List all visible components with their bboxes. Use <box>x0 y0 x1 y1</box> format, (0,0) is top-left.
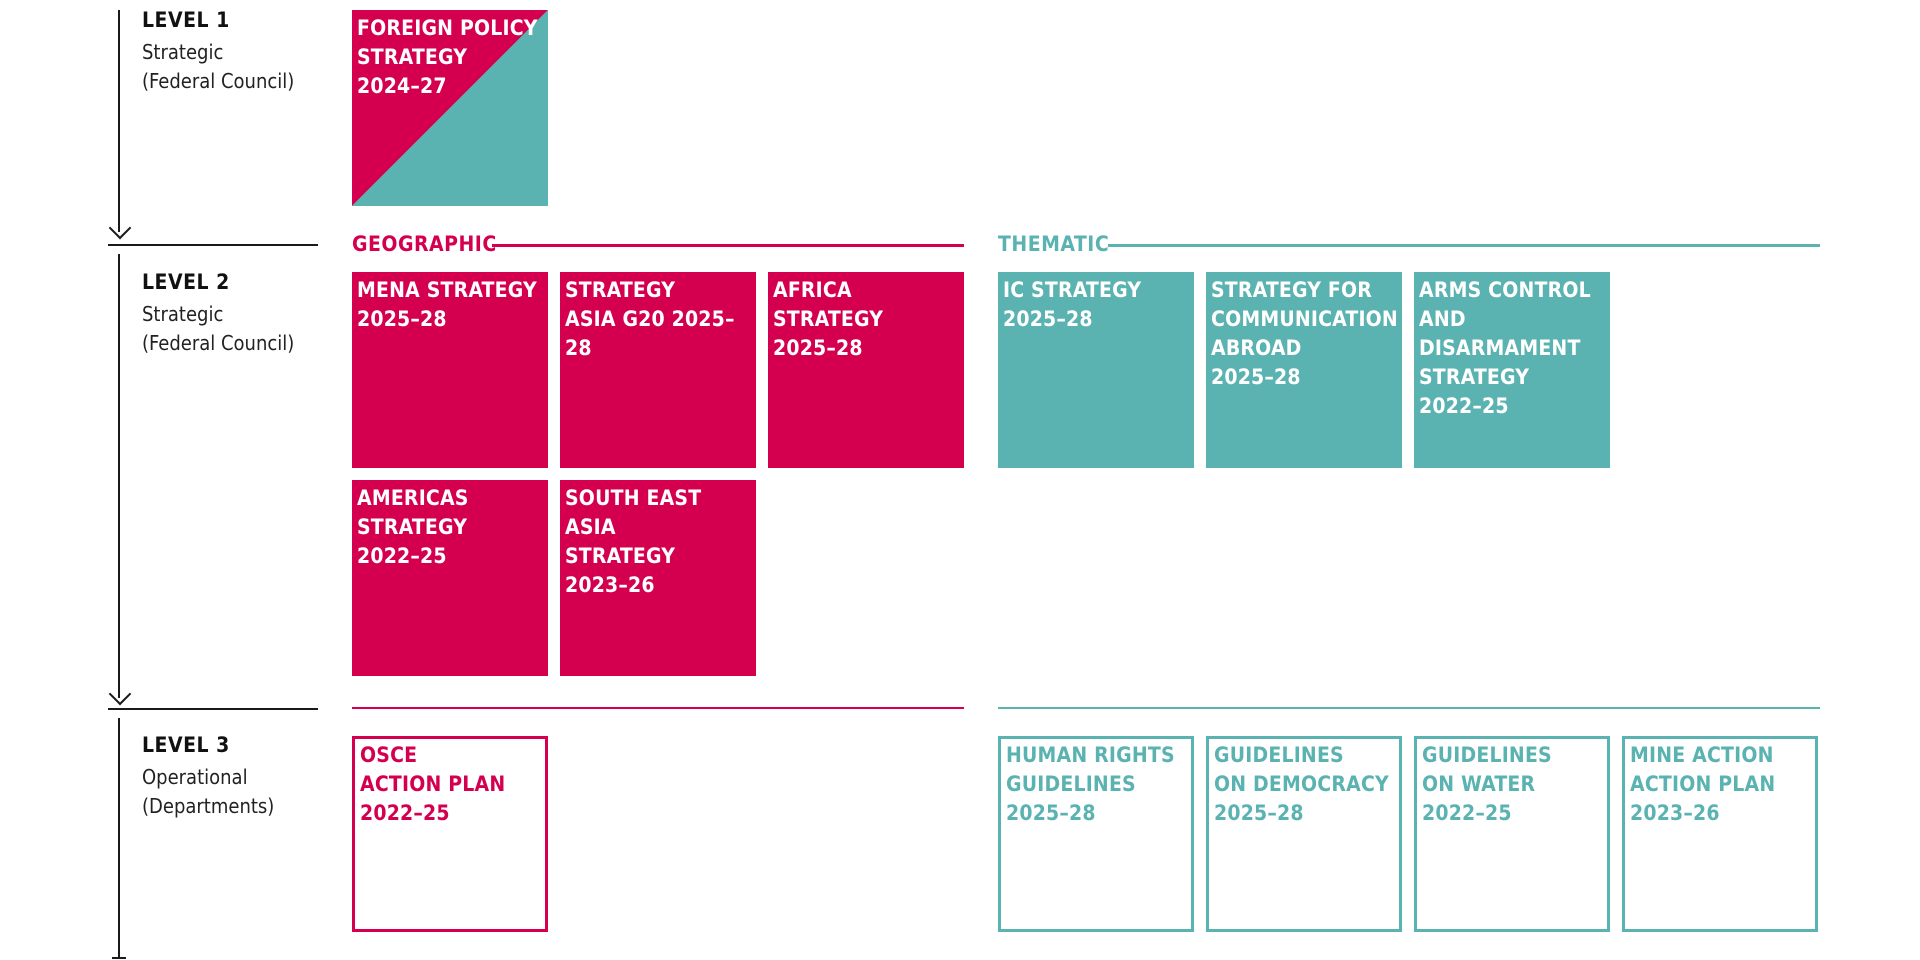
level-2-title: LEVEL 2 <box>142 270 230 294</box>
foreign-policy-strategy-box: FOREIGN POLICY STRATEGY 2024–27 <box>352 10 548 206</box>
axis-line-level-3 <box>118 718 120 958</box>
axis-line-level-1-2 <box>118 10 120 232</box>
level-1-subtitle: Strategic (Federal Council) <box>142 40 295 93</box>
box-label: AFRICA STRATEGY 2025–28 <box>773 278 884 360</box>
box-label: OSCE ACTION PLAN 2022–25 <box>360 743 506 825</box>
level-1-title: LEVEL 1 <box>142 8 230 32</box>
axis-end-tick <box>112 957 126 959</box>
level-3-thematic-rule <box>998 707 1820 709</box>
box-label: IC STRATEGY 2025–28 <box>1003 278 1142 331</box>
ic-strategy-box: IC STRATEGY 2025–28 <box>998 272 1194 468</box>
box-label: SOUTH EAST ASIA STRATEGY 2023–26 <box>565 486 702 597</box>
arrow-down-icon <box>108 216 132 240</box>
box-label: GUIDELINES ON DEMOCRACY 2025–28 <box>1214 743 1389 825</box>
axis-line-level-2-3 <box>118 254 120 698</box>
human-rights-guidelines-box: HUMAN RIGHTS GUIDELINES 2025–28 <box>998 736 1194 932</box>
box-label: HUMAN RIGHTS GUIDELINES 2025–28 <box>1006 743 1175 825</box>
box-label: STRATEGY ASIA G20 2025–28 <box>565 278 735 360</box>
africa-strategy-box: AFRICA STRATEGY 2025–28 <box>768 272 964 468</box>
level-2-subtitle: Strategic (Federal Council) <box>142 302 295 355</box>
communication-abroad-strategy-box: STRATEGY FOR COMMUNICATION ABROAD 2025–2… <box>1206 272 1402 468</box>
osce-action-plan-box: OSCE ACTION PLAN 2022–25 <box>352 736 548 932</box>
americas-strategy-box: AMERICAS STRATEGY 2022–25 <box>352 480 548 676</box>
asia-g20-strategy-box: STRATEGY ASIA G20 2025–28 <box>560 272 756 468</box>
geographic-section-label: GEOGRAPHIC <box>352 232 497 256</box>
water-guidelines-box: GUIDELINES ON WATER 2022–25 <box>1414 736 1610 932</box>
mine-action-plan-box: MINE ACTION ACTION PLAN 2023–26 <box>1622 736 1818 932</box>
mena-strategy-box: MENA STRATEGY 2025–28 <box>352 272 548 468</box>
arrow-down-icon <box>108 682 132 706</box>
democracy-guidelines-box: GUIDELINES ON DEMOCRACY 2025–28 <box>1206 736 1402 932</box>
box-label: GUIDELINES ON WATER 2022–25 <box>1422 743 1552 825</box>
geographic-section-rule <box>492 244 964 247</box>
box-label: MINE ACTION ACTION PLAN 2023–26 <box>1630 743 1776 825</box>
level-3-subtitle: Operational (Departments) <box>142 765 275 818</box>
box-label: AMERICAS STRATEGY 2022–25 <box>357 486 469 568</box>
box-label: MENA STRATEGY 2025–28 <box>357 278 537 331</box>
level-3-title: LEVEL 3 <box>142 733 230 757</box>
arms-control-strategy-box: ARMS CONTROL AND DISARMAMENT STRATEGY 20… <box>1414 272 1610 468</box>
level-divider-3 <box>108 708 318 710</box>
level-3-geographic-rule <box>352 707 964 709</box>
thematic-section-rule <box>1108 244 1820 247</box>
box-label: STRATEGY FOR COMMUNICATION ABROAD 2025–2… <box>1211 278 1398 389</box>
south-east-asia-strategy-box: SOUTH EAST ASIA STRATEGY 2023–26 <box>560 480 756 676</box>
box-label: ARMS CONTROL AND DISARMAMENT STRATEGY 20… <box>1419 278 1591 418</box>
level-divider-2 <box>108 244 318 246</box>
box-label: FOREIGN POLICY STRATEGY 2024–27 <box>357 16 538 98</box>
thematic-section-label: THEMATIC <box>998 232 1110 256</box>
